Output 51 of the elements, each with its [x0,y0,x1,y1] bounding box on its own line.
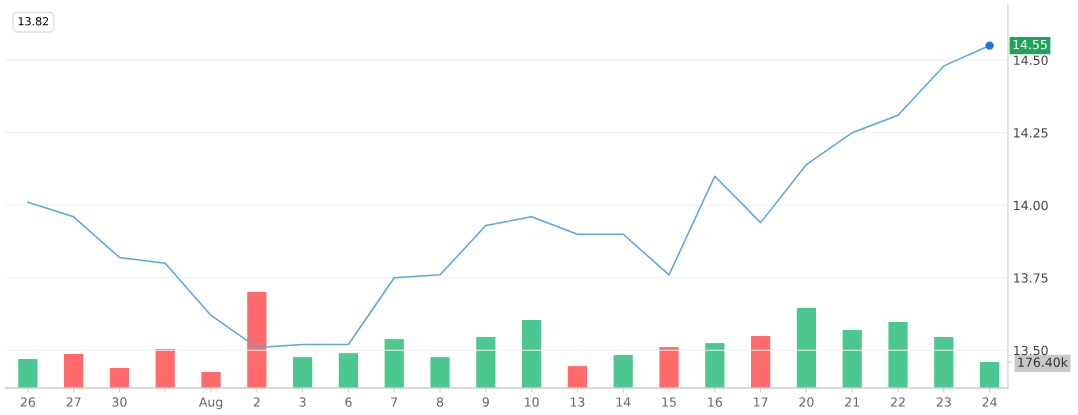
annotation: 13.82 [18,17,49,26]
bar [430,357,450,389]
annotation: 14.55 [1013,39,1047,50]
x-tick-label: 3 [299,397,306,407]
x-tick-label: 30 [112,397,127,407]
x-tick-label: 22 [890,397,905,407]
bar [659,347,679,389]
bar [979,362,1000,389]
bar [567,366,588,389]
x-tick-label: 2 [253,397,260,407]
bar [522,320,542,389]
x-tick-label: 20 [799,397,814,407]
bar [842,329,862,389]
bar [18,359,38,389]
bar [155,348,175,389]
y-tick-label: 14.50 [1014,55,1048,66]
bar [888,322,908,389]
x-tick-label: Aug [198,397,223,410]
bar [384,339,404,389]
x-tick-label: 16 [708,397,722,407]
x-tick-label: 6 [345,397,352,407]
bar [201,371,221,389]
bar [476,337,496,389]
bar [338,353,359,389]
x-tick-label: 7 [391,397,398,407]
y-tick-label: 13.75 [1014,273,1048,283]
x-tick-label: 14 [616,397,631,407]
y-tick-label: 14.00 [1014,200,1048,211]
y-tick-label: 13.50 [1014,345,1048,356]
x-tick-label: 27 [66,397,81,407]
bar [751,336,771,389]
y2-tick-label: 176.40k [1018,357,1068,367]
x-tick-label: 24 [982,397,997,407]
y-tick-label: 14.25 [1014,128,1048,138]
x-tick-label: 17 [754,397,768,407]
x-tick-label: 15 [662,397,676,407]
x-tick-label: 10 [525,397,539,407]
x-tick-label: 9 [482,397,489,407]
x-tick-label: 8 [436,397,444,407]
x-tick-label: 26 [20,397,35,407]
bar [247,292,267,389]
bar [934,337,954,389]
x-tick-label: 13 [570,397,585,407]
bar [796,308,817,389]
bar [109,367,130,389]
x-tick-label: 21 [845,397,860,407]
bar [613,355,633,389]
x-tick-label: 23 [936,397,951,407]
bar [705,343,725,389]
bar [64,353,84,389]
bar [293,357,313,389]
